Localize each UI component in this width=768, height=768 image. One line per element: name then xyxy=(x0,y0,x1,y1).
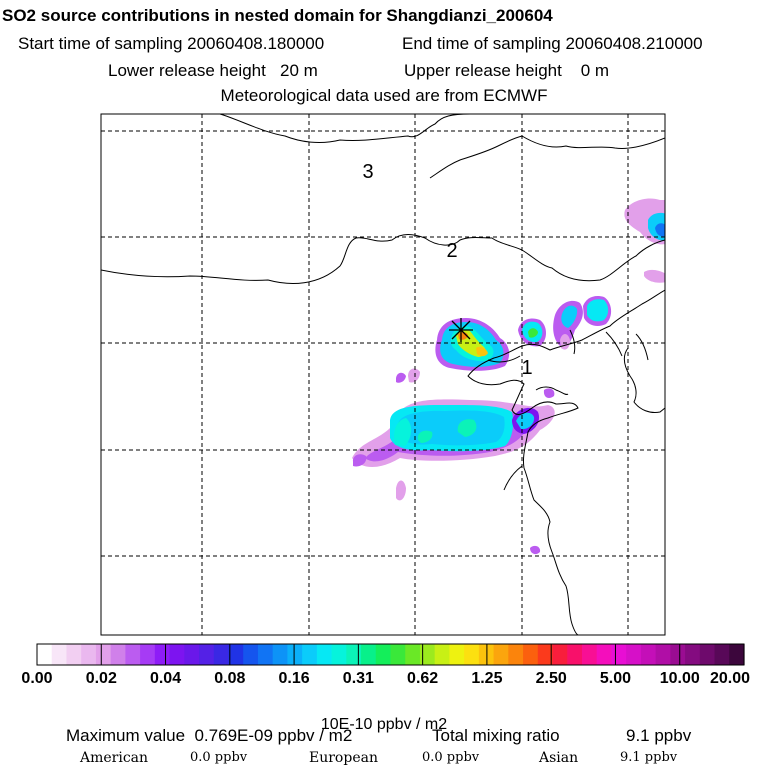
colorbar-cell xyxy=(169,644,185,665)
lower-release-height-label: Lower release height 20 m xyxy=(108,61,318,80)
colorbar-cell xyxy=(213,644,230,665)
colorbar-cell xyxy=(552,644,568,665)
colorbar-cell xyxy=(243,644,259,665)
colorbar-tick-label: 0.00 xyxy=(21,670,53,687)
met-data-label: Meteorological data used are from ECMWF xyxy=(220,86,548,105)
colorbar-cell xyxy=(640,644,657,665)
colorbar-cell xyxy=(449,644,465,665)
maximum-value-label: Maximum value 0.769E-09 ppbv / m2 xyxy=(66,726,353,745)
region-european-value: 0.0 ppbv xyxy=(422,750,480,765)
colorbar-cells xyxy=(37,644,745,665)
end-time-label: End time of sampling 20060408.210000 xyxy=(402,34,703,53)
chart-title: SO2 source contributions in nested domai… xyxy=(2,6,553,25)
colorbar-cell xyxy=(81,644,97,665)
start-time-label: Start time of sampling 20060408.180000 xyxy=(18,34,325,53)
colorbar-units-label: 10E-10 ppbv / m2 xyxy=(320,716,448,733)
colorbar-tick-label: 2.50 xyxy=(535,670,567,687)
colorbar-cell xyxy=(419,644,436,665)
colorbar-cell xyxy=(611,644,627,665)
region-asian-label: Asian xyxy=(539,750,579,766)
colorbar-cell xyxy=(110,644,126,665)
plume-east xyxy=(518,198,665,555)
total-mixing-ratio-value: 9.1 ppbv xyxy=(626,726,692,745)
colorbar-cell xyxy=(316,644,333,665)
region-label-3: 3 xyxy=(362,161,373,183)
region-european-label: European xyxy=(309,750,378,766)
colorbar-tick-label: 0.04 xyxy=(149,670,182,687)
colorbar-tick-marks xyxy=(36,644,745,665)
colorbar-cell xyxy=(228,644,244,665)
total-mixing-ratio-label: Total mixing ratio xyxy=(432,726,560,745)
colorbar-cell xyxy=(670,644,686,665)
colorbar-cell xyxy=(37,644,53,665)
colorbar-cell xyxy=(596,644,613,665)
colorbar-cell xyxy=(729,644,745,665)
colorbar-tick-label: 0.02 xyxy=(85,670,117,687)
colorbar-cell xyxy=(375,644,392,665)
colorbar-tick-label: 0.08 xyxy=(214,670,246,687)
colorbar-cell xyxy=(154,644,171,665)
region-american-value: 0.0 ppbv xyxy=(190,750,248,765)
colorbar-cell xyxy=(302,644,318,665)
colorbar-cell xyxy=(405,644,421,665)
colorbar-cell xyxy=(287,644,303,665)
site-marker-icon xyxy=(449,318,473,342)
colorbar-cell xyxy=(537,644,554,665)
plume-site xyxy=(396,318,510,383)
colorbar-cell xyxy=(581,644,598,665)
colorbar-tick-label: 10.00 xyxy=(659,670,700,687)
colorbar-cell xyxy=(714,644,730,665)
colorbar-cell xyxy=(523,644,539,665)
colorbar-cell xyxy=(66,644,82,665)
lat-lon-grid xyxy=(101,114,665,635)
upper-release-height-label: Upper release height 0 m xyxy=(404,61,610,80)
colorbar-cell xyxy=(272,644,288,665)
colorbar-cell xyxy=(361,644,377,665)
colorbar-cell xyxy=(567,644,583,665)
colorbar-cell xyxy=(184,644,200,665)
colorbar-cell xyxy=(655,644,671,665)
region-asian-value: 9.1 ppbv xyxy=(620,750,678,765)
colorbar-cell xyxy=(199,644,215,665)
colorbar-cell xyxy=(95,644,112,665)
colorbar-tick-label: 0.62 xyxy=(407,670,439,687)
colorbar-cell xyxy=(331,644,347,665)
colorbar-tick-label: 0.31 xyxy=(342,670,374,687)
colorbar-tick-label: 0.16 xyxy=(278,670,310,687)
region-label-1: 1 xyxy=(521,357,532,379)
colorbar-tick-label: 1.25 xyxy=(471,670,503,687)
colorbar-cell xyxy=(125,644,141,665)
colorbar-cell xyxy=(493,644,509,665)
colorbar-tick-label: 20.00 xyxy=(709,670,751,687)
colorbar-cell xyxy=(140,644,156,665)
region-label-2: 2 xyxy=(446,240,457,262)
colorbar-cell xyxy=(685,644,701,665)
colorbar-cell xyxy=(699,644,716,665)
colorbar-cell xyxy=(51,644,68,665)
colorbar-cell xyxy=(257,644,274,665)
colorbar-cell xyxy=(464,644,480,665)
colorbar-cell xyxy=(346,644,362,665)
colorbar-cell xyxy=(508,644,524,665)
colorbar-cell xyxy=(390,644,406,665)
map-frame xyxy=(100,113,666,636)
colorbar-tick-label: 5.00 xyxy=(599,670,632,687)
colorbar-cell xyxy=(434,644,451,665)
region-american-label: American xyxy=(80,750,149,766)
map-background xyxy=(101,114,665,635)
boundary-lines xyxy=(101,114,665,635)
colorbar-cell xyxy=(626,644,642,665)
